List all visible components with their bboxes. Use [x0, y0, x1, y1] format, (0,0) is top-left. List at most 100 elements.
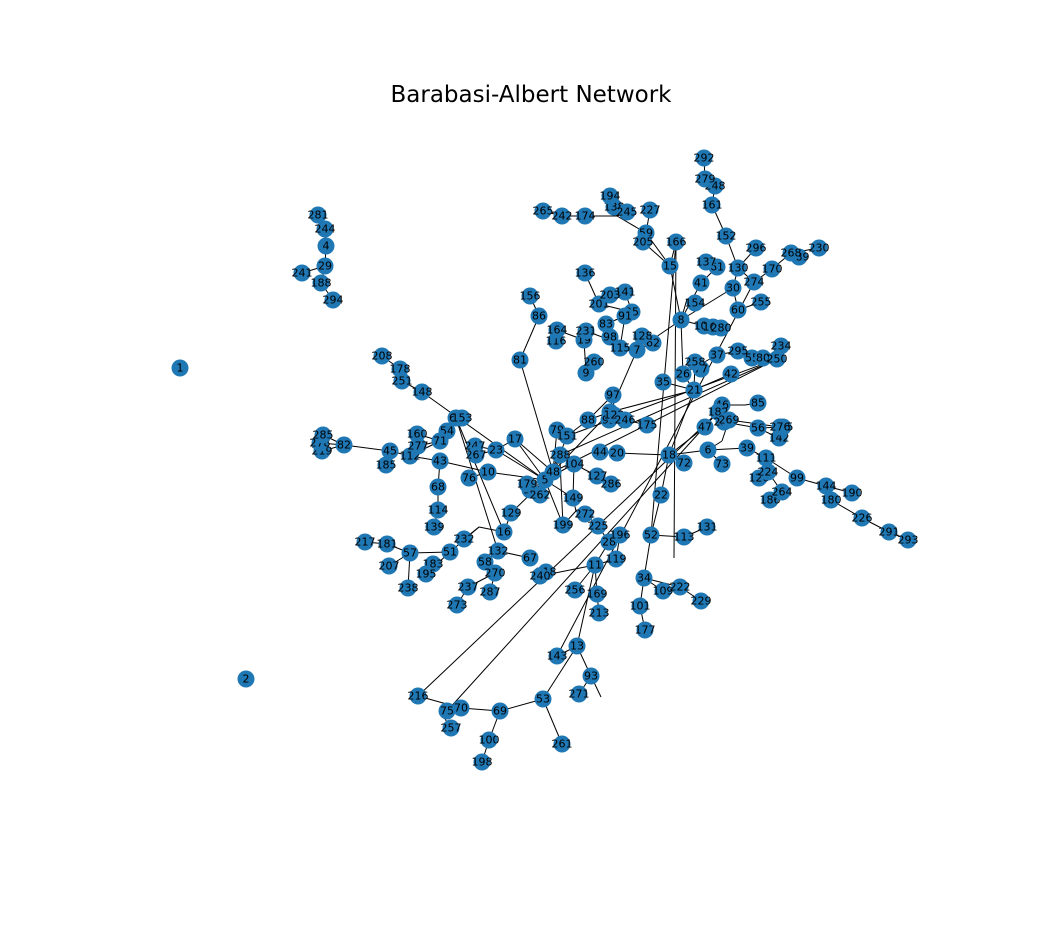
node-circle — [761, 491, 779, 509]
node-232: 232 — [454, 530, 475, 548]
node-circle — [604, 386, 622, 404]
node-170: 170 — [762, 260, 783, 278]
edge-18-20 — [616, 452, 670, 456]
node-circle — [695, 149, 713, 167]
node-label: 127 — [587, 470, 608, 483]
node-260: 260 — [584, 353, 605, 371]
node-label: 288 — [550, 449, 571, 462]
node-circle — [459, 578, 477, 596]
node-60: 60 — [729, 301, 747, 319]
node-143: 143 — [547, 647, 568, 665]
node-circle — [534, 690, 552, 708]
node-label: 143 — [547, 650, 568, 663]
node-circle — [565, 455, 583, 473]
node-174: 174 — [575, 207, 596, 225]
node-label: 149 — [563, 492, 584, 505]
node-circle — [768, 350, 786, 368]
node-circle — [476, 553, 494, 571]
node-267: 267 — [466, 446, 487, 464]
node-label: 293 — [898, 534, 919, 547]
node-circle — [413, 383, 431, 401]
node-label: 144 — [816, 480, 837, 493]
node-label: 265 — [533, 205, 554, 218]
node-188: 188 — [311, 274, 332, 292]
node-label: 207 — [379, 560, 400, 573]
node-label: 264 — [772, 486, 793, 499]
node-label: 30 — [726, 282, 740, 295]
node-circle — [652, 486, 670, 504]
node-circle — [486, 564, 504, 582]
node-56: 56 — [749, 419, 767, 437]
node-label: 130 — [728, 262, 749, 275]
node-label: 67 — [523, 552, 537, 565]
node-2: 2 — [237, 670, 255, 688]
node-293: 293 — [898, 531, 919, 549]
node-circle — [661, 257, 679, 275]
node-label: 177 — [635, 624, 656, 637]
node-layer: 1245678910111315161718192021222325262829… — [171, 149, 919, 771]
node-11: 11 — [586, 556, 604, 574]
node-256: 256 — [565, 581, 586, 599]
node-285: 285 — [313, 426, 334, 444]
node-circle — [635, 569, 653, 587]
node-circle — [843, 484, 861, 502]
node-circle — [518, 475, 536, 493]
node-label: 88 — [581, 414, 595, 427]
node-130: 130 — [728, 259, 749, 277]
node-75: 75 — [438, 702, 456, 720]
node-156: 156 — [520, 287, 541, 305]
node-label: 198 — [472, 756, 493, 769]
edge-16-63 — [455, 417, 505, 533]
node-18: 18 — [660, 446, 678, 464]
node-199: 199 — [553, 516, 574, 534]
node-circle — [438, 702, 456, 720]
node-76: 76 — [460, 469, 478, 487]
node-109: 109 — [653, 582, 674, 600]
node-circle — [460, 469, 478, 487]
node-265: 265 — [533, 202, 554, 220]
node-72: 72 — [675, 454, 693, 472]
node-label: 208 — [372, 350, 393, 363]
node-label: 296 — [746, 242, 767, 255]
node-label: 238 — [398, 582, 419, 595]
node-label: 229 — [691, 595, 712, 608]
node-213: 213 — [589, 604, 610, 622]
node-circle — [576, 264, 594, 282]
node-label: 60 — [731, 304, 745, 317]
node-128: 128 — [632, 327, 653, 345]
node-label: 269 — [719, 414, 740, 427]
node-91: 91 — [616, 307, 634, 325]
node-circle — [577, 322, 595, 340]
node-circle — [607, 550, 625, 568]
node-circle — [506, 430, 524, 448]
node-label: 104 — [564, 458, 585, 471]
node-circle — [534, 202, 552, 220]
edge-8-30 — [680, 287, 734, 321]
node-circle — [316, 257, 334, 275]
node-label: 227 — [640, 204, 661, 217]
node-circle — [544, 463, 562, 481]
node-circle — [822, 491, 840, 509]
node-circle — [401, 544, 419, 562]
node-label: 21 — [687, 384, 701, 397]
node-label: 258 — [685, 356, 706, 369]
node-129: 129 — [501, 504, 522, 522]
node-269: 269 — [719, 411, 740, 429]
node-label: 44 — [593, 446, 607, 459]
node-circle — [429, 501, 447, 519]
node-88: 88 — [579, 411, 597, 429]
node-244: 244 — [315, 220, 336, 238]
node-circle — [521, 549, 539, 567]
node-circle — [558, 427, 576, 445]
node-label: 152 — [716, 230, 737, 243]
node-circle — [597, 315, 615, 333]
node-label: 295 — [728, 345, 749, 358]
node-196: 196 — [610, 526, 631, 544]
node-circle — [703, 196, 721, 214]
node-circle — [455, 530, 473, 548]
node-circle — [554, 516, 572, 534]
node-circle — [324, 291, 342, 309]
node-circle — [317, 237, 335, 255]
node-69: 69 — [491, 702, 509, 720]
node-label: 260 — [584, 356, 605, 369]
